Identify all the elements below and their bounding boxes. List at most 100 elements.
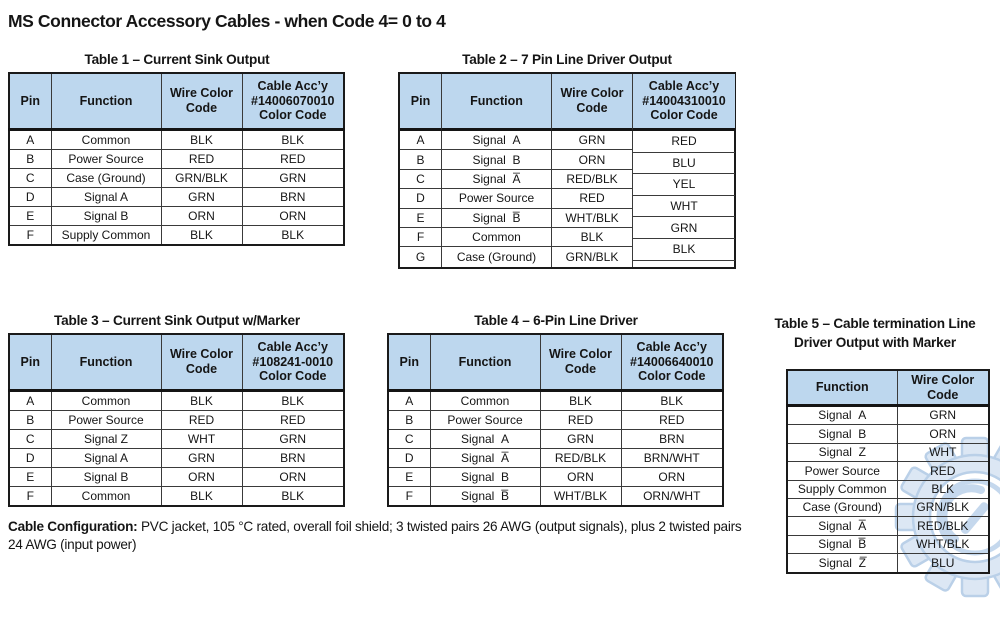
table1-section: Table 1 – Current Sink Output Pin Functi… <box>8 52 346 246</box>
wire-color-column-header: Wire Color Code <box>896 369 990 407</box>
function-cell: Common <box>442 227 552 248</box>
table-row: E Signal B ORN ORN <box>8 206 345 226</box>
accy-color-cell: ORN/WHT <box>620 486 724 507</box>
wire-color-cell: RED <box>552 189 633 209</box>
accy-color-cell: BLK <box>241 129 345 150</box>
header-row: Pin Function Wire Color Code Cable Acc’y… <box>8 72 345 131</box>
accy-color-cell: GRN <box>241 429 345 449</box>
function-cell: Case (Ground) <box>786 497 898 518</box>
function-cell: Power Source <box>442 189 552 209</box>
function-cell: Signal A̅ <box>442 169 552 190</box>
function-column-header: Function <box>50 72 162 131</box>
wire-color-cell: RED <box>896 461 990 481</box>
accy-color-cell: ORN <box>241 467 345 487</box>
wire-color-cell: BLK <box>160 129 243 150</box>
accy-color-cell: BLK <box>241 486 345 507</box>
accy-color-cell: BLK <box>620 390 724 411</box>
wire-color-cell: ORN <box>539 467 622 487</box>
pin-cell: B <box>8 410 52 430</box>
page-title: MS Connector Accessory Cables - when Cod… <box>8 11 446 31</box>
accy-color-cell: GRN <box>633 217 735 239</box>
wire-color-cell: WHT <box>896 442 990 463</box>
table-row: C Signal Z WHT GRN <box>8 429 345 449</box>
wire-color-cell: ORN <box>160 467 243 487</box>
function-cell: Signal B̅ <box>429 486 541 507</box>
pin-cell: D <box>387 448 431 468</box>
pin-cell: F <box>8 486 52 507</box>
wire-color-cell: GRN/BLK <box>552 247 633 267</box>
table1-title: Table 1 – Current Sink Output <box>84 52 270 67</box>
function-column-header: Function <box>50 333 162 392</box>
cable-accy-column: RED BLU YEL WHT GRN BLK <box>633 131 735 267</box>
pin-cell: D <box>400 189 442 209</box>
function-cell: Case (Ground) <box>442 247 552 267</box>
cable-accy-column-header: Cable Acc’y #14006640010 Color Code <box>620 333 724 392</box>
wire-color-cell: RED/BLK <box>539 448 622 468</box>
table-row: Signal Z WHT <box>786 442 990 463</box>
function-column-header: Function <box>442 74 552 131</box>
table-row: D Signal A̅ RED/BLK BRN/WHT <box>387 448 724 468</box>
accy-color-cell: BLK <box>241 390 345 411</box>
table3-title: Table 3 – Current Sink Output w/Marker <box>54 313 300 328</box>
table-row: Signal Z̅ BLU <box>786 553 990 574</box>
table5-title-line2: Driver Output with Marker <box>794 335 956 350</box>
accy-color-cell: BRN <box>620 429 724 449</box>
table5-section: Table 5 – Cable termination Line Driver … <box>750 314 1000 574</box>
pin-cell: F <box>400 227 442 248</box>
function-cell: Signal A <box>50 187 162 207</box>
table5: Function Wire Color Code Signal A GRN Si… <box>786 369 990 574</box>
wire-color-column-header: Wire Color Code <box>539 333 622 392</box>
accy-color-cell: BLU <box>633 153 735 175</box>
wire-color-cell: WHT/BLK <box>539 486 622 507</box>
wire-color-column-header: Wire Color Code <box>160 333 243 392</box>
wire-color-cell: GRN/BLK <box>896 497 990 518</box>
table-row: Power Source RED <box>786 461 990 481</box>
pin-column-header: Pin <box>8 72 52 131</box>
function-cell: Signal B <box>429 467 541 487</box>
wire-color-cell: BLK <box>539 390 622 411</box>
table-row: B Power Source RED RED <box>8 149 345 169</box>
wire-color-cell: GRN <box>160 448 243 468</box>
pin-cell: B <box>400 150 442 170</box>
table3: Pin Function Wire Color Code Cable Acc’y… <box>8 333 345 507</box>
pin-cell: B <box>8 149 52 169</box>
pin-cell: B <box>387 410 431 430</box>
function-cell: Signal B <box>50 467 162 487</box>
pin-cell: E <box>8 467 52 487</box>
function-cell: Common <box>50 486 162 507</box>
function-cell: Signal Z̅ <box>786 553 898 574</box>
function-cell: Case (Ground) <box>50 168 162 188</box>
function-cell: Supply Common <box>786 479 898 499</box>
function-cell: Signal A <box>442 131 552 151</box>
function-cell: Signal B̅ <box>442 208 552 228</box>
wire-color-cell: RED/BLK <box>552 169 633 190</box>
accy-color-cell: RED <box>241 410 345 430</box>
accy-color-cell: BRN <box>241 187 345 207</box>
cable-configuration-note: Cable Configuration: PVC jacket, 105 °C … <box>8 518 750 554</box>
wire-color-cell: BLK <box>896 479 990 499</box>
wire-color-cell: GRN <box>160 187 243 207</box>
table3-section: Table 3 – Current Sink Output w/Marker P… <box>8 313 346 507</box>
cable-accy-column-header: Cable Acc’y #14006070010 Color Code <box>241 72 345 131</box>
table1: Pin Function Wire Color Code Cable Acc’y… <box>8 72 345 246</box>
function-cell: Signal A <box>429 429 541 449</box>
cable-accy-column-header: Cable Acc’y #108241-0010 Color Code <box>241 333 345 392</box>
table-row: Signal A GRN <box>786 404 990 426</box>
header-row: Function Wire Color Code <box>786 369 990 407</box>
wire-color-cell: GRN <box>539 429 622 449</box>
function-cell: Power Source <box>50 410 162 430</box>
table-row: D Signal A GRN BRN <box>8 187 345 207</box>
wire-color-cell: ORN <box>160 206 243 226</box>
function-cell: Signal A̅ <box>786 516 898 536</box>
function-cell: Signal A <box>786 404 898 426</box>
table-row: E Signal B ORN ORN <box>387 467 724 487</box>
table-row: Signal B̅ WHT/BLK <box>786 534 990 555</box>
function-cell: Common <box>50 129 162 150</box>
pin-cell: D <box>8 187 52 207</box>
table-row: Case (Ground) GRN/BLK <box>786 497 990 518</box>
function-cell: Signal B <box>50 206 162 226</box>
wire-color-cell: WHT/BLK <box>896 534 990 555</box>
function-cell: Signal B <box>786 424 898 444</box>
function-cell: Power Source <box>50 149 162 169</box>
table2: Pin Function Wire Color Code Cable Acc’y… <box>398 72 736 269</box>
